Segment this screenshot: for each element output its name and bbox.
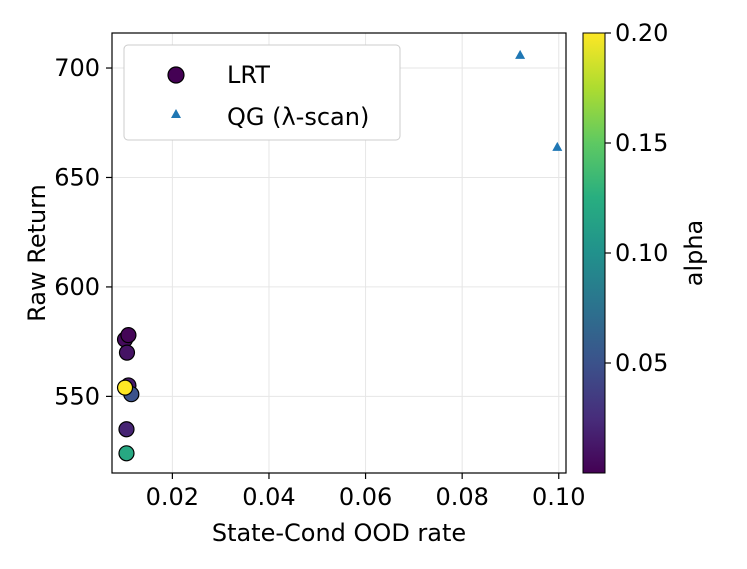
colorbar-ticks: 0.05 0.10 0.15 0.20 [605,19,668,377]
plot-frame [111,32,567,474]
colorbar [582,32,606,474]
lrt-point-1 [120,326,137,344]
data-points [116,49,563,462]
lrt-point-2 [118,344,136,361]
colorbar-tick-label: 0.05 [615,349,668,377]
x-tick-label: 0.10 [532,483,585,511]
legend-marker-qg [171,109,181,118]
legend-box [123,44,401,141]
x-tick-label: 0.08 [435,483,488,511]
y-tick-label: 700 [54,54,100,82]
legend-marker-lrt [167,66,185,84]
colorbar-tick-label: 0.10 [615,239,668,267]
lrt-point-7 [116,379,134,396]
colorbar-tick-label: 0.15 [615,129,668,157]
legend-label-qg: QG (λ-scan) [227,103,369,131]
axis-ticks: 0.02 0.04 0.06 0.08 0.10 550 600 650 700 [54,54,585,511]
lrt-point-5 [118,421,135,438]
qg-point-0 [515,49,526,59]
y-tick-label: 650 [54,163,100,191]
y-tick-label: 550 [54,382,100,410]
colorbar-tick-label: 0.20 [615,19,668,47]
qg-point-1 [552,141,563,151]
y-tick-label: 600 [54,273,100,301]
x-tick-label: 0.02 [146,483,199,511]
x-tick-label: 0.06 [339,483,392,511]
colorbar-label: alpha [680,220,708,287]
legend-label-lrt: LRT [227,61,270,89]
legend: LRT QG (λ-scan) [123,44,401,141]
x-axis-label: State-Cond OOD rate [212,519,466,547]
y-axis-label: Raw Return [23,184,51,322]
lrt-point-6 [118,445,135,462]
x-tick-label: 0.04 [242,483,295,511]
